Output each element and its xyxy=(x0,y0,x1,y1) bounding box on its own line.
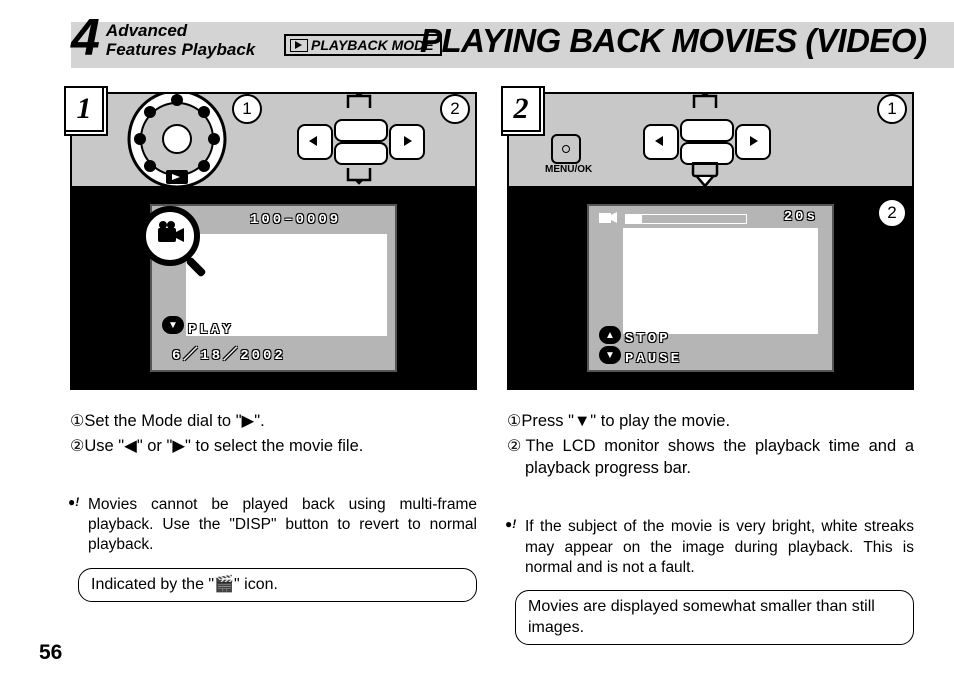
magnify-icon xyxy=(140,206,200,266)
frame-number: 100–0009 xyxy=(250,212,341,228)
instr1-num: ① xyxy=(70,413,84,430)
mode-dial-icon xyxy=(122,92,232,188)
left-note: Movies cannot be played back using multi… xyxy=(70,495,477,555)
r-instr1-num: ① xyxy=(507,413,521,430)
right-column: 2 1 2 MENU/OK xyxy=(507,92,914,645)
nav-down-icon xyxy=(334,142,388,165)
chapter-label-1: Advanced xyxy=(106,21,187,40)
mode-text: PLAYBACK MODE xyxy=(311,37,434,53)
lcd-pause: PAUSE xyxy=(625,351,682,367)
bracket-down-icon xyxy=(346,166,372,186)
right-callout: Movies are displayed somewhat smaller th… xyxy=(515,590,914,646)
lcd-left: 100–0009 ▼ PLAY 6／18／2002 xyxy=(70,186,477,390)
step-2-box: 2 xyxy=(501,86,541,132)
lcd-time: 20s xyxy=(784,209,818,225)
lcd-stop: STOP xyxy=(625,331,671,347)
r-instr1: Press "▼" to play the movie. xyxy=(521,412,730,430)
chapter-label: Advanced Features Playback xyxy=(106,12,255,64)
instr1-text: Set the Mode dial to "▶". xyxy=(84,412,264,430)
down-arrow-emphasis-icon xyxy=(689,162,721,188)
diagram-camera-right: MENU/OK xyxy=(507,92,914,188)
chapter-block: 4 Advanced Features Playback xyxy=(71,12,271,64)
page-title: PLAYING BACK MOVIES (VIDEO) xyxy=(420,22,927,60)
nav-right-icon-r xyxy=(735,124,771,160)
progress-bar xyxy=(625,214,747,224)
pause-pill: ▼ xyxy=(599,346,621,364)
instr2-text: Use "◀" or "▶" to select the movie file. xyxy=(84,437,363,455)
chapter-number: 4 xyxy=(71,12,100,64)
circle-r2: 2 xyxy=(877,198,907,228)
right-instructions: ①Press "▼" to play the movie. ②The LCD m… xyxy=(507,410,914,479)
step-1-box: 1 xyxy=(64,86,104,132)
r-instr2: The LCD monitor shows the playback time … xyxy=(525,437,914,478)
bracket-up-icon-r xyxy=(692,92,718,112)
nav-right-icon xyxy=(389,124,425,160)
chapter-label-2: Features Playback xyxy=(106,40,255,59)
movie-small-icon xyxy=(597,208,621,226)
lcd-date: 6／18／2002 xyxy=(172,344,286,364)
diagram-camera-left xyxy=(70,92,477,188)
instr2-num: ② xyxy=(70,438,84,455)
left-column: 1 1 2 xyxy=(70,92,477,645)
play-icon xyxy=(290,39,308,52)
r-instr2-num: ② xyxy=(507,438,525,455)
playback-mode-tag: PLAYBACK MODE xyxy=(284,34,442,56)
menu-button-icon xyxy=(551,134,581,164)
circle-1: 1 xyxy=(232,94,262,124)
right-note: If the subject of the movie is very brig… xyxy=(507,517,914,577)
page-number: 56 xyxy=(39,641,62,665)
movie-icon xyxy=(146,212,194,260)
bracket-up-icon xyxy=(346,92,372,112)
stop-pill: ▲ xyxy=(599,326,621,344)
lcd-play-text: PLAY xyxy=(188,322,234,338)
lcd-right: 20s ▲ STOP ▼ PAUSE xyxy=(507,186,914,390)
nav-up-icon xyxy=(334,119,388,142)
lcd-screen-right: 20s ▲ STOP ▼ PAUSE xyxy=(587,204,834,372)
play-pill: ▼ xyxy=(162,316,184,334)
menu-ok-label: MENU/OK xyxy=(545,164,592,175)
left-instructions: ①Set the Mode dial to "▶". ②Use "◀" or "… xyxy=(70,410,477,457)
nav-up-icon-r xyxy=(680,119,734,142)
nav-left-icon-r xyxy=(643,124,679,160)
circle-r1: 1 xyxy=(877,94,907,124)
circle-2: 2 xyxy=(440,94,470,124)
nav-left-icon xyxy=(297,124,333,160)
left-callout: Indicated by the "🎬" icon. xyxy=(78,568,477,603)
